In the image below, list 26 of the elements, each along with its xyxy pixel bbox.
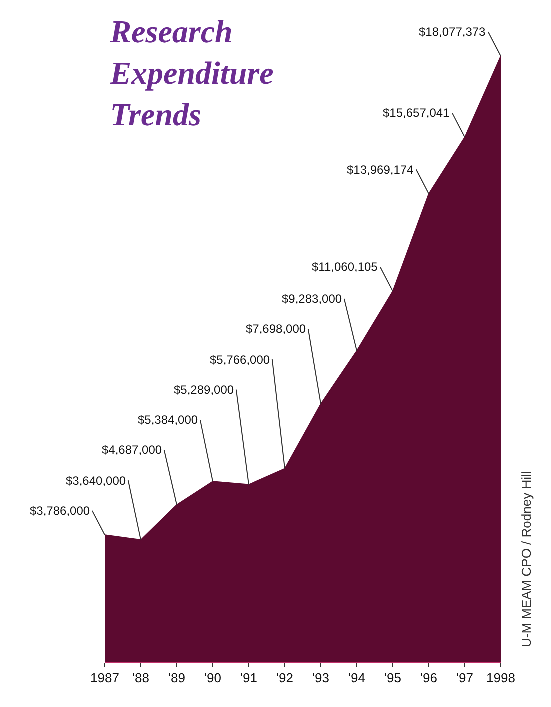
- data-label: $15,657,041: [383, 106, 450, 120]
- data-label: $18,077,373: [419, 25, 486, 39]
- data-label: $5,766,000: [210, 353, 270, 367]
- data-label: $13,969,174: [347, 163, 414, 177]
- x-tick-label: '92: [276, 670, 294, 686]
- x-tick-label: '89: [168, 670, 186, 686]
- data-label: $3,786,000: [30, 504, 90, 518]
- data-label: $9,283,000: [282, 292, 342, 306]
- data-label: $5,384,000: [138, 413, 198, 427]
- data-label: $7,698,000: [246, 322, 306, 336]
- x-tick-label: '90: [204, 670, 222, 686]
- x-tick-label: '88: [132, 670, 150, 686]
- x-tick-label: '91: [240, 670, 258, 686]
- data-label: $5,289,000: [174, 383, 234, 397]
- x-tick-label: 1998: [486, 670, 516, 686]
- data-label: $4,687,000: [102, 443, 162, 457]
- x-tick-label: '97: [456, 670, 474, 686]
- x-tick-label: 1987: [90, 670, 120, 686]
- text: U-M MEAM CPO / Rodney Hill: [519, 471, 534, 648]
- chart-title: Research Expenditure Trends: [109, 13, 274, 133]
- x-tick-label: '93: [312, 670, 330, 686]
- x-tick-label: '95: [384, 670, 402, 686]
- x-tick-label: '94: [348, 670, 366, 686]
- data-label: $11,060,105: [312, 260, 378, 274]
- x-tick-label: '96: [420, 670, 438, 686]
- data-label: $3,640,000: [66, 474, 126, 488]
